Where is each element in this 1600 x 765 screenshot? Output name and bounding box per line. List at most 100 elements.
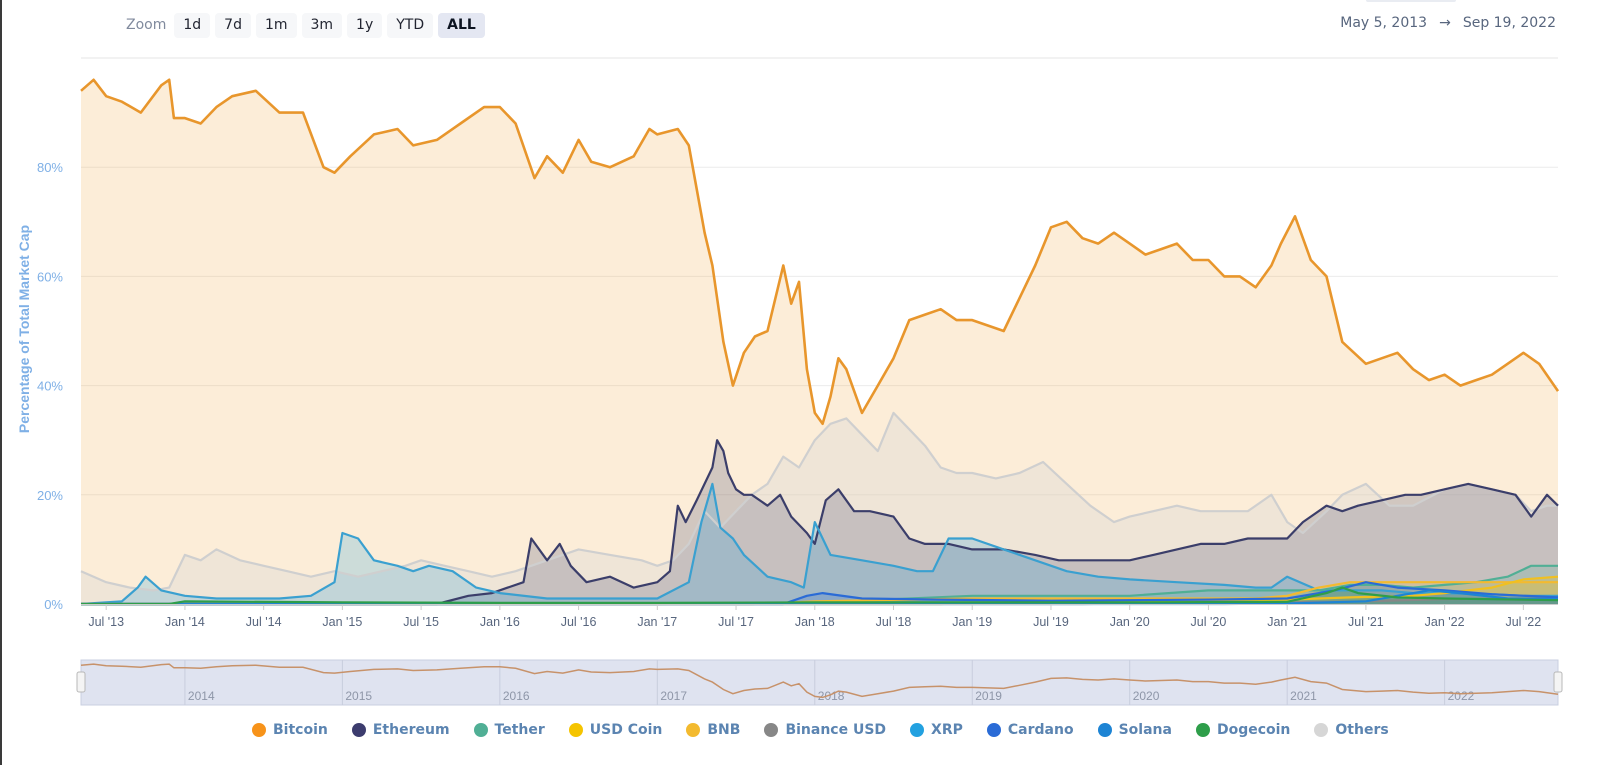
legend-label-tether: Tether: [494, 722, 545, 738]
navigator-handle-right[interactable]: [1553, 671, 1563, 693]
legend-dot-cardano: [986, 723, 1001, 737]
navigator[interactable]: 2014 2015 2016 2017 2018 2019 2020 2021 2022: [76, 659, 1563, 706]
navigator-year-label: 2021: [1290, 689, 1317, 703]
zoom-3m-button[interactable]: 3m: [301, 12, 343, 38]
zoom-7d-button[interactable]: 7d: [215, 12, 251, 38]
x-tick-label: Jul '17: [718, 615, 754, 629]
legend-item-solana[interactable]: Solana: [1097, 722, 1172, 738]
legend-dot-dogecoin: [1195, 723, 1210, 737]
y-tick-label: 0%: [44, 597, 63, 612]
area-xrp: [81, 483, 1558, 604]
legend-dot-tether: [473, 723, 488, 737]
navigator-year-label: 2014: [188, 689, 215, 703]
zoom-1d-button[interactable]: 1d: [174, 12, 211, 38]
line-dogecoin[interactable]: [81, 586, 1559, 606]
navigator-year-label: 2019: [975, 689, 1002, 703]
series-lines: [80, 78, 1560, 606]
legend-label-xrp: XRP: [931, 722, 963, 738]
x-tick-label: Jul '13: [88, 615, 124, 629]
axes: 0% 20% 40% 60% 80% Jul '13 Jan '14 Jul '14 Jan '…: [37, 160, 1558, 629]
legend-label-dogecoin: Dogecoin: [1216, 722, 1291, 738]
x-tick-label: Jan '17: [637, 615, 677, 629]
x-tick-label: Jul '22: [1505, 615, 1541, 629]
legend-item-bitcoin[interactable]: Bitcoin: [252, 722, 328, 738]
line-bitcoin[interactable]: [80, 78, 1560, 426]
navigator-year-label: 2016: [503, 689, 530, 703]
legend-item-cardano[interactable]: Cardano: [986, 722, 1074, 738]
navigator-bitcoin-line: [80, 663, 1559, 699]
legend-dot-bnb: [686, 723, 701, 737]
zoom-1m-button[interactable]: 1m: [255, 12, 297, 38]
y-tick-label: 40%: [37, 379, 63, 394]
navigator-year-label: 2015: [345, 689, 372, 703]
legend-label-ethereum: Ethereum: [372, 722, 450, 738]
x-tick-label: Jan '18: [795, 615, 835, 629]
zoom-1y-button[interactable]: 1y: [347, 12, 383, 38]
line-xrp[interactable]: [80, 482, 1558, 606]
legend-item-binance-usd[interactable]: Binance USD: [764, 722, 886, 738]
legend-dot-bitcoin: [252, 723, 266, 737]
x-tick-label: Jul '21: [1348, 615, 1384, 629]
zoom-label: Zoom: [126, 17, 167, 33]
range-from-date[interactable]: May 5, 2013: [1340, 15, 1428, 31]
y-tick-label: 60%: [37, 269, 63, 284]
range-arrow-icon: →: [1439, 15, 1451, 31]
area-others: [81, 412, 1558, 604]
area-usd-coin: [81, 576, 1558, 604]
legend-item-usd-coin[interactable]: USD Coin: [568, 722, 663, 738]
area-solana: [81, 590, 1558, 604]
legend-item-bnb[interactable]: BNB: [686, 722, 740, 738]
zoom-all-button[interactable]: ALL: [438, 12, 485, 38]
y-tick-label: 20%: [37, 488, 63, 503]
area-cardano: [81, 582, 1558, 604]
legend: Bitcoin Ethereum Tether USD Coin BNB Bin…: [252, 722, 1389, 738]
zoom-ytd-button[interactable]: YTD: [387, 12, 434, 38]
legend-label-bitcoin: Bitcoin: [273, 722, 328, 738]
x-tick-label: Jul '14: [246, 615, 282, 629]
x-tick-label: Jan '22: [1425, 615, 1465, 629]
x-tick-label: Jan '21: [1267, 615, 1307, 629]
navigator-year-label: 2018: [818, 689, 845, 703]
legend-item-others[interactable]: Others: [1314, 722, 1389, 738]
legend-item-dogecoin[interactable]: Dogecoin: [1195, 722, 1291, 738]
x-tick-label: Jan '19: [952, 615, 992, 629]
grid-lines: [81, 57, 1558, 496]
legend-item-xrp[interactable]: XRP: [910, 722, 963, 738]
legend-item-ethereum[interactable]: Ethereum: [351, 722, 450, 738]
line-others[interactable]: [80, 411, 1558, 592]
navigator-year-label: 2022: [1448, 689, 1475, 703]
area-ethereum: [81, 440, 1558, 604]
top-tab-indicator: [1366, 0, 1456, 2]
area-tether: [81, 565, 1558, 604]
legend-label-bnb: BNB: [707, 722, 741, 738]
legend-label-binance-usd: Binance USD: [785, 722, 887, 738]
legend-dot-ethereum: [351, 723, 366, 737]
legend-dot-binance-usd: [764, 723, 779, 737]
zoom-bar: Zoom 1d 7d 1m 3m 1y YTD ALL: [126, 12, 485, 38]
legend-dot-xrp: [910, 723, 925, 737]
legend-dot-others: [1314, 723, 1329, 737]
date-range: May 5, 2013 → Sep 19, 2022: [1340, 15, 1556, 31]
legend-label-usd-coin: USD Coin: [589, 722, 663, 738]
y-tick-label: 80%: [37, 160, 63, 175]
x-tick-label: Jul '20: [1191, 615, 1227, 629]
x-tick-label: Jul '15: [403, 615, 439, 629]
x-tick-label: Jul '16: [561, 615, 597, 629]
line-ethereum[interactable]: [81, 439, 1559, 606]
range-to-date[interactable]: Sep 19, 2022: [1462, 15, 1556, 31]
legend-item-tether[interactable]: Tether: [473, 722, 545, 738]
area-bitcoin: [81, 79, 1558, 605]
x-tick-label: Jan '16: [480, 615, 520, 629]
line-solana[interactable]: [81, 589, 1559, 606]
x-tick-label: Jan '20: [1110, 615, 1150, 629]
y-axis-label: Percentage of Total Market Cap: [16, 225, 32, 433]
window-left-border: [0, 0, 2, 765]
x-tick-label: Jul '18: [876, 615, 912, 629]
legend-label-solana: Solana: [1118, 722, 1172, 738]
legend-dot-solana: [1097, 723, 1112, 737]
navigator-handle-left[interactable]: [76, 671, 86, 693]
legend-label-others: Others: [1335, 722, 1389, 738]
line-bnb[interactable]: [81, 581, 1558, 606]
x-tick-label: Jan '15: [322, 615, 362, 629]
